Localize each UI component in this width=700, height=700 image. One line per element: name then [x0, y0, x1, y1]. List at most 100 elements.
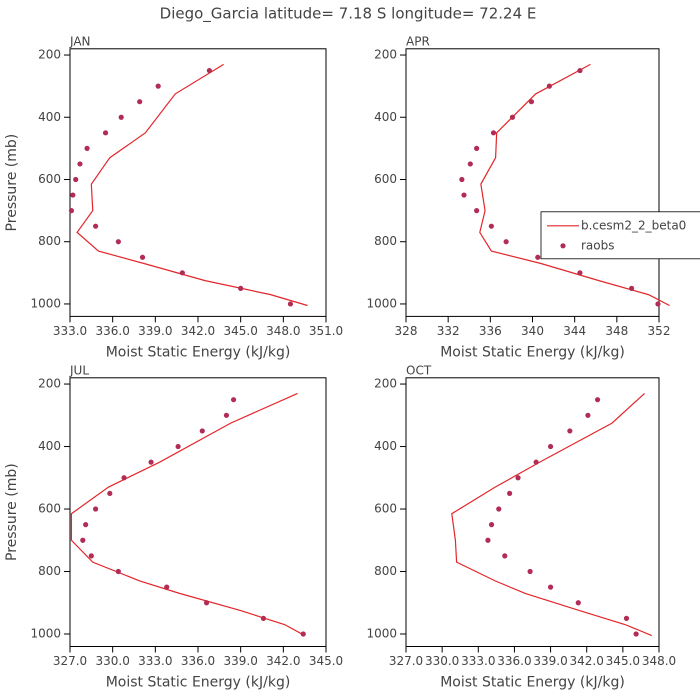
x-axis-label: Moist Static Energy (kJ/kg) [440, 675, 625, 691]
y-tick-label: 800 [38, 564, 61, 578]
legend-label: raobs [581, 238, 615, 252]
y-tick-label: 1000 [30, 296, 61, 310]
y-tick-label: 400 [374, 110, 397, 124]
obs-point [68, 208, 75, 214]
x-tick-label: 351.0 [309, 324, 343, 338]
y-tick-label: 200 [374, 48, 397, 62]
obs-point [496, 506, 502, 512]
x-tick-label: 330.0 [425, 654, 459, 668]
x-tick-label: 342.0 [266, 654, 300, 668]
obs-point [633, 631, 639, 637]
obs-point [527, 568, 533, 575]
chart-title: Diego_Garcia latitude= 7.18 S longitude=… [160, 5, 537, 24]
y-tick-label: 600 [38, 172, 61, 186]
obs-point [509, 114, 516, 120]
x-tick-label: 340 [521, 324, 544, 338]
obs-point [238, 285, 244, 291]
obs-point [203, 600, 210, 606]
x-tick-label: 339.0 [223, 654, 257, 668]
obs-point [655, 301, 661, 307]
obs-point [577, 270, 583, 276]
y-axis-label: Pressure (mb) [4, 463, 20, 561]
obs-point [287, 301, 294, 307]
x-tick-label: 345.0 [606, 654, 640, 668]
obs-point [118, 114, 124, 120]
plot-frame [405, 48, 660, 317]
y-tick-label: 600 [374, 502, 397, 516]
obs-point [628, 285, 635, 291]
obs-point [121, 475, 127, 481]
plot-frame [405, 377, 660, 647]
y-tick-label: 800 [374, 234, 397, 248]
y-tick-label: 200 [38, 48, 61, 62]
obs-point [137, 99, 143, 105]
obs-point [459, 176, 465, 183]
obs-point [467, 161, 473, 167]
obs-point [115, 568, 121, 575]
obs-point [594, 397, 601, 403]
x-axis-label: Moist Static Energy (kJ/kg) [106, 675, 291, 691]
y-tick-label: 400 [38, 439, 61, 453]
obs-point [546, 83, 552, 89]
y-tick-label: 1000 [366, 296, 397, 310]
panel-label: OCT [406, 363, 432, 377]
obs-point [474, 145, 480, 151]
legend-label: b.cesm2_2_beta0 [581, 218, 686, 232]
obs-point [179, 270, 185, 276]
x-tick-label: 333.0 [138, 654, 172, 668]
x-tick-label: 333.0 [53, 324, 87, 338]
x-axis-label: Moist Static Energy (kJ/kg) [440, 344, 625, 360]
x-tick-label: 328 [395, 324, 418, 338]
model-line [70, 392, 305, 637]
x-tick-label: 336 [479, 324, 502, 338]
obs-point [164, 584, 170, 590]
obs-point [175, 443, 181, 450]
obs-point [84, 145, 90, 151]
obs-point [70, 192, 76, 198]
model-line [451, 392, 652, 637]
obs-point [515, 475, 521, 481]
x-tick-label: 336.0 [95, 324, 129, 338]
x-tick-label: 327.0 [53, 654, 87, 668]
obs-point [488, 223, 494, 229]
model-line [479, 63, 670, 307]
x-tick-label: 330.0 [95, 654, 129, 668]
panel-label: APR [406, 34, 430, 48]
x-tick-label: 327.0 [389, 654, 423, 668]
plot-frame [69, 48, 327, 317]
x-tick-label: 348.0 [266, 324, 300, 338]
obs-point [155, 83, 161, 89]
x-tick-label: 342.0 [181, 324, 215, 338]
obs-point [80, 537, 86, 543]
y-tick-label: 600 [374, 172, 397, 186]
obs-point [73, 176, 79, 183]
x-tick-label: 348 [605, 324, 628, 338]
x-tick-label: 333.0 [461, 654, 495, 668]
x-axis-label: Moist Static Energy (kJ/kg) [106, 344, 291, 360]
obs-point [535, 254, 541, 260]
obs-point [206, 67, 212, 74]
x-tick-label: 345.0 [309, 654, 343, 668]
obs-point [528, 99, 535, 105]
obs-point [577, 67, 583, 74]
obs-point [93, 506, 99, 512]
obs-point [474, 208, 480, 214]
obs-point [547, 443, 554, 450]
obs-point [585, 412, 591, 418]
panel-label: JAN [69, 34, 91, 48]
y-tick-label: 800 [38, 234, 61, 248]
obs-point [485, 537, 491, 543]
x-tick-label: 336.0 [181, 654, 215, 668]
y-tick-label: 600 [38, 502, 61, 516]
obs-point [502, 553, 508, 559]
panel-label: JUL [69, 363, 89, 377]
y-axis-label: Pressure (mb) [4, 134, 20, 232]
obs-point [547, 584, 554, 590]
y-tick-label: 400 [374, 439, 397, 453]
x-tick-label: 339.0 [138, 324, 172, 338]
x-tick-label: 345.0 [223, 324, 257, 338]
obs-point [623, 615, 630, 621]
obs-point [533, 459, 539, 465]
